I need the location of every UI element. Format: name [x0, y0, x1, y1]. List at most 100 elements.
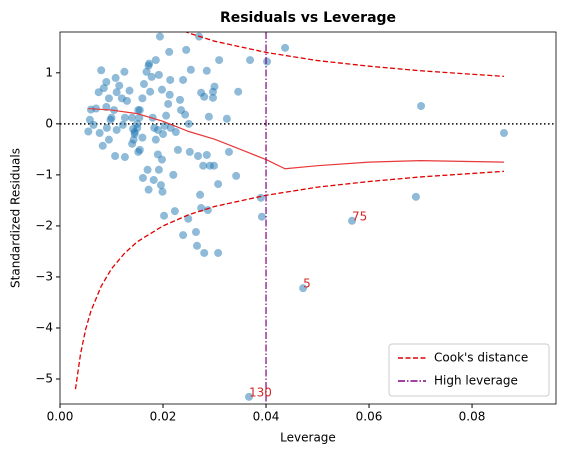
point [135, 113, 144, 122]
y-tick-label: −1 [35, 167, 53, 181]
x-tick-label: 0.08 [459, 410, 486, 424]
point [208, 87, 217, 96]
point [200, 92, 209, 101]
point [138, 173, 147, 182]
point [182, 45, 191, 54]
point [196, 190, 205, 199]
point [112, 88, 121, 97]
point [102, 123, 111, 132]
legend-label: High leverage [434, 374, 518, 388]
x-tick-label: 0.00 [47, 410, 74, 424]
point [158, 187, 167, 196]
point [122, 96, 131, 105]
point [165, 47, 174, 56]
point [214, 180, 223, 189]
point [179, 75, 188, 84]
plot-area [60, 32, 556, 404]
point [133, 123, 142, 132]
point [102, 78, 111, 87]
cooks-distance-line [74, 170, 505, 390]
point [135, 145, 144, 154]
point [232, 171, 241, 180]
y-tick-label: −5 [35, 371, 53, 385]
point [162, 111, 171, 120]
point [179, 231, 188, 240]
point [186, 65, 195, 74]
point [115, 81, 124, 90]
point [144, 185, 153, 194]
point [151, 135, 160, 144]
legend-box [388, 343, 550, 397]
point [160, 211, 169, 220]
point [234, 87, 243, 96]
point [104, 135, 113, 144]
point [138, 94, 147, 103]
point [246, 56, 255, 65]
point [256, 193, 265, 202]
point [191, 228, 200, 237]
point [106, 115, 115, 124]
point [203, 206, 212, 215]
point [149, 175, 158, 184]
point [111, 152, 120, 160]
y-tick-label: −3 [35, 269, 53, 283]
point [97, 66, 106, 75]
point [111, 73, 120, 82]
point [215, 56, 224, 65]
point [411, 192, 420, 201]
point [84, 127, 93, 136]
point [169, 170, 178, 179]
point [120, 67, 129, 76]
point [170, 207, 179, 216]
point [224, 147, 233, 156]
chart-title: Residuals vs Leverage [220, 10, 396, 26]
point [154, 70, 163, 79]
point [151, 56, 160, 65]
point [138, 133, 147, 142]
point [112, 125, 121, 134]
axes-frame [59, 31, 557, 405]
point [120, 113, 129, 122]
point [214, 248, 223, 257]
point [210, 161, 219, 170]
legend-label: Cook's distance [434, 351, 528, 365]
point [281, 43, 290, 52]
point [171, 128, 180, 137]
point [197, 204, 206, 213]
point [154, 165, 163, 174]
point [245, 392, 254, 401]
point [118, 120, 127, 129]
point [128, 113, 137, 122]
point [299, 284, 308, 293]
point [222, 114, 231, 123]
point [165, 90, 174, 99]
point [263, 57, 272, 66]
point [147, 72, 156, 81]
point [157, 85, 166, 94]
point [146, 87, 155, 96]
point [143, 165, 152, 174]
y-axis-label: Standardized Residuals [9, 148, 23, 288]
point [166, 75, 175, 84]
y-tick-label: −4 [35, 320, 53, 334]
point [499, 129, 508, 138]
point [177, 106, 186, 115]
point [173, 145, 182, 154]
annotation: 5 [303, 277, 311, 291]
point [142, 67, 151, 76]
x-tick-label: 0.02 [150, 410, 177, 424]
point [204, 112, 213, 121]
annotation: 75 [352, 209, 367, 223]
point [257, 212, 266, 221]
point [208, 93, 217, 102]
lowess-line [88, 107, 504, 170]
point [125, 86, 134, 95]
annotation: 130 [249, 385, 272, 399]
point [348, 216, 357, 225]
point [157, 155, 166, 164]
point [185, 147, 194, 156]
point [202, 150, 211, 159]
point [85, 115, 94, 124]
point [128, 139, 137, 148]
